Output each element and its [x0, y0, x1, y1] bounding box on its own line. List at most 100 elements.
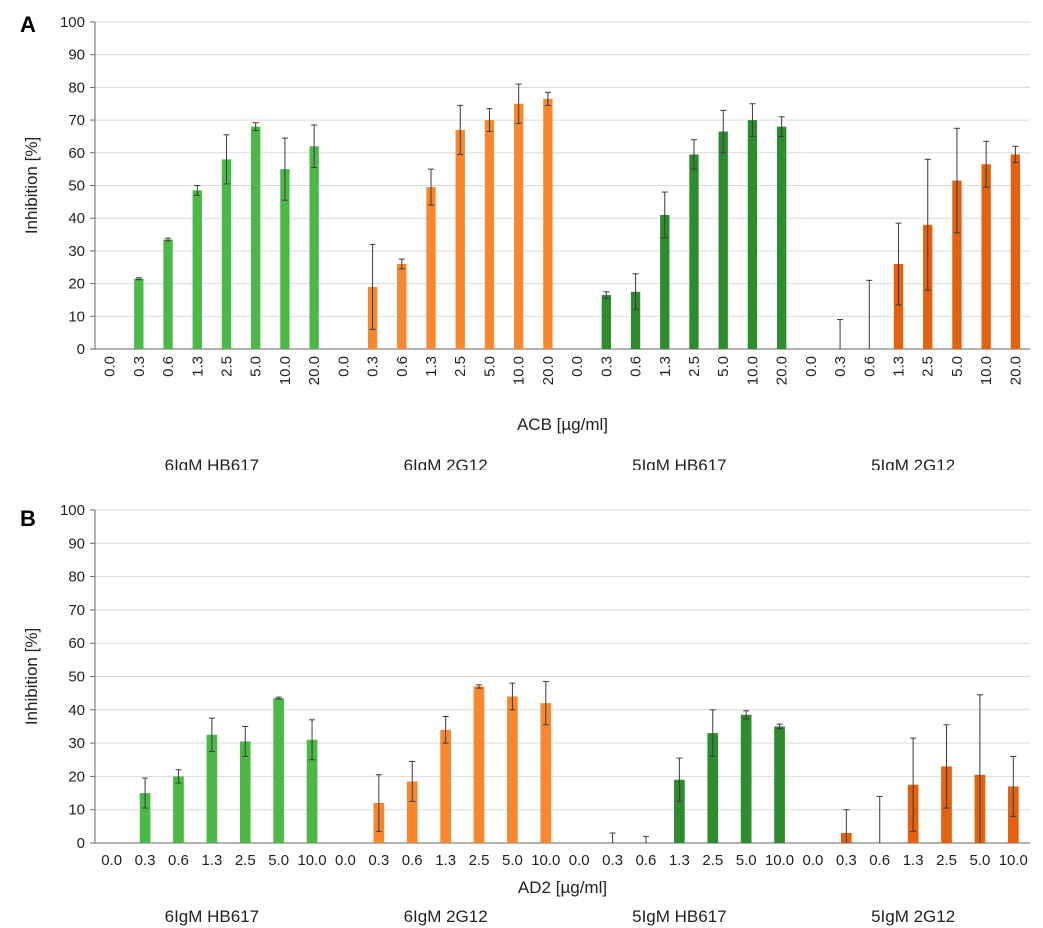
- y-tick-label: 80: [68, 79, 85, 96]
- y-tick-label: 0: [77, 835, 85, 852]
- y-tick-label: 0: [77, 341, 85, 358]
- bar: [426, 187, 436, 349]
- x-tick-label: 5.0: [502, 852, 523, 869]
- y-tick-label: 100: [60, 14, 85, 31]
- bar: [309, 146, 319, 349]
- bar: [540, 703, 552, 843]
- x-tick-label: 10.0: [277, 356, 294, 385]
- y-tick-label: 40: [68, 210, 85, 227]
- bar: [455, 129, 465, 349]
- x-axis-title: ACB [µg/ml]: [517, 415, 608, 434]
- x-tick-label: 1.3: [903, 852, 924, 869]
- group-label: 6IgM 2G12: [404, 456, 488, 470]
- chart-panel-b: B 0 10 20 30 40 50 60 70 80 90 100 Inhibition [%] 0.0…: [20, 502, 1030, 926]
- x-tick-label: 5.0: [736, 852, 757, 869]
- x-tick-label: 0.3: [836, 852, 857, 869]
- bar: [134, 278, 144, 349]
- x-tick-label: 0.0: [101, 852, 122, 869]
- x-tick-label: 20.0: [1007, 356, 1024, 385]
- x-tick-label: 1.3: [201, 852, 222, 869]
- y-tick-label: 30: [68, 735, 85, 752]
- x-tick-label: 5.0: [481, 356, 498, 377]
- y-tick-label: 50: [68, 669, 85, 686]
- y-axis-title: Inhibition [%]: [22, 628, 41, 725]
- y-tick-label: 30: [68, 243, 85, 260]
- bar: [173, 776, 184, 843]
- panel-letter: A: [20, 12, 36, 37]
- bar: [718, 131, 728, 349]
- y-tick-label: 50: [68, 178, 85, 195]
- x-tick-label: 10.0: [531, 852, 560, 869]
- bar: [601, 295, 612, 349]
- x-tick-label: 0.3: [368, 852, 389, 869]
- y-tick-label: 100: [60, 502, 85, 519]
- x-tick-label: 2.5: [702, 852, 723, 869]
- bar: [747, 120, 758, 349]
- bar: [280, 169, 290, 349]
- x-tick-label: 0.0: [803, 852, 824, 869]
- y-tick-label: 60: [68, 635, 85, 652]
- y-tick-label: 90: [68, 535, 85, 552]
- bar: [981, 164, 991, 349]
- bar: [776, 126, 787, 349]
- bar: [473, 686, 485, 843]
- y-tick-label: 20: [68, 768, 85, 785]
- bar: [630, 291, 641, 349]
- x-tick-label: 0.3: [598, 356, 615, 377]
- bar: [674, 779, 685, 843]
- x-tick-label: 0.0: [102, 356, 119, 377]
- x-tick-label: 1.3: [423, 356, 440, 377]
- bar: [306, 739, 318, 843]
- group-label: 5IgM HB617: [632, 907, 727, 926]
- y-axis-title: Inhibition [%]: [22, 137, 41, 234]
- x-tick-label: 0.3: [135, 852, 156, 869]
- x-tick-label: 10.0: [297, 852, 326, 869]
- x-tick-label: 0.0: [803, 356, 820, 377]
- x-tick-label: 0.3: [131, 356, 148, 377]
- x-axis-title: AD2 [µg/ml]: [518, 878, 607, 897]
- bar: [740, 714, 752, 843]
- bar: [239, 741, 251, 843]
- y-tick-label: 70: [68, 112, 85, 129]
- x-tick-label: 0.6: [160, 356, 177, 377]
- panel-letter: B: [20, 506, 36, 531]
- bar: [689, 154, 699, 349]
- x-tick-label: 2.5: [452, 356, 469, 377]
- bar: [774, 726, 785, 843]
- x-tick-label: 0.6: [636, 852, 657, 869]
- x-tick-label: 0.6: [869, 852, 890, 869]
- x-tick-label: 0.0: [335, 852, 356, 869]
- bar: [163, 239, 173, 349]
- x-tick-label: 5.0: [248, 356, 265, 377]
- x-tick-label: 2.5: [686, 356, 703, 377]
- chart-panel-a: A 0 10 20 30 40 50 60 70 80 90 100 Inhibition [%] 0.0…: [20, 12, 1030, 470]
- bar: [273, 698, 285, 843]
- y-tick-label: 70: [68, 602, 85, 619]
- group-label: 6IgM HB617: [165, 456, 260, 470]
- x-tick-label: 20.0: [540, 356, 557, 385]
- x-tick-label: 0.6: [628, 356, 645, 377]
- x-tick-label: 10.0: [744, 356, 761, 385]
- bar: [206, 734, 218, 843]
- x-tick-label: 0.3: [602, 852, 623, 869]
- bar: [507, 696, 518, 843]
- x-tick-label: 2.5: [920, 356, 937, 377]
- x-tick-label: 0.0: [569, 356, 586, 377]
- x-tick-label: 2.5: [235, 852, 256, 869]
- bar: [440, 729, 451, 843]
- bar: [406, 781, 418, 843]
- x-tick-label: 5.0: [715, 356, 732, 377]
- bar: [1010, 154, 1021, 349]
- bar: [893, 263, 904, 349]
- x-tick-label: 0.6: [861, 356, 878, 377]
- x-tick-label: 1.3: [657, 356, 674, 377]
- x-tick-label: 5.0: [268, 852, 289, 869]
- x-tick-label: 0.3: [832, 356, 849, 377]
- x-tick-label: 2.5: [218, 356, 235, 377]
- x-tick-label: 2.5: [936, 852, 957, 869]
- group-label: 6IgM HB617: [165, 907, 260, 926]
- group-label: 5IgM HB617: [632, 456, 727, 470]
- bar: [192, 190, 202, 349]
- x-tick-label: 0.0: [569, 852, 590, 869]
